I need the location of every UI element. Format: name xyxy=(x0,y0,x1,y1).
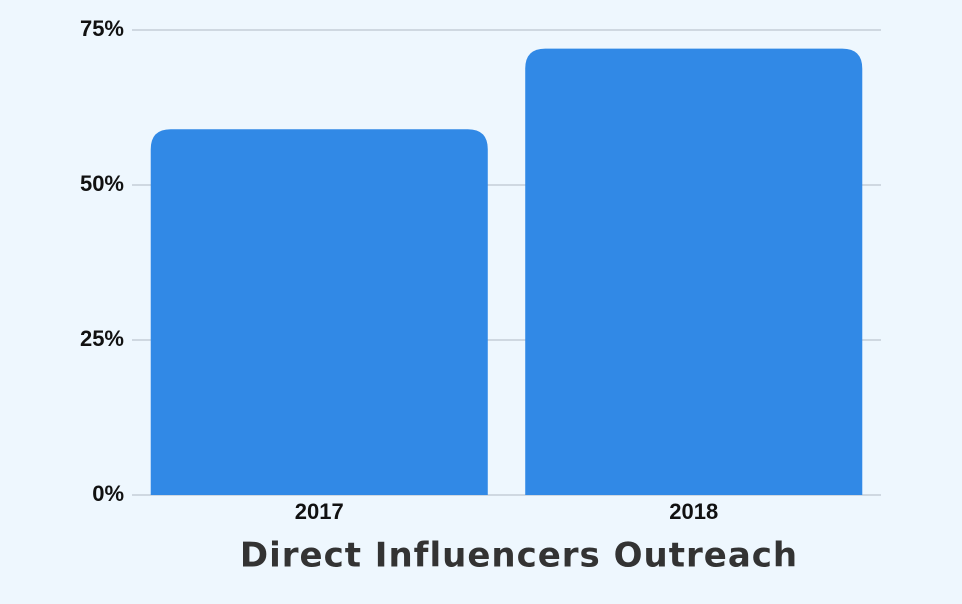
x-tick-label: 2017 xyxy=(295,499,344,524)
y-tick-label: 25% xyxy=(80,326,124,351)
chart-title: Direct Influencers Outreach xyxy=(240,536,798,576)
bar xyxy=(525,48,863,495)
y-tick-label: 0% xyxy=(92,481,124,506)
bar xyxy=(150,129,488,495)
x-tick-label: 2018 xyxy=(669,499,718,524)
y-tick-label: 75% xyxy=(80,16,124,41)
y-tick-label: 50% xyxy=(80,171,124,196)
